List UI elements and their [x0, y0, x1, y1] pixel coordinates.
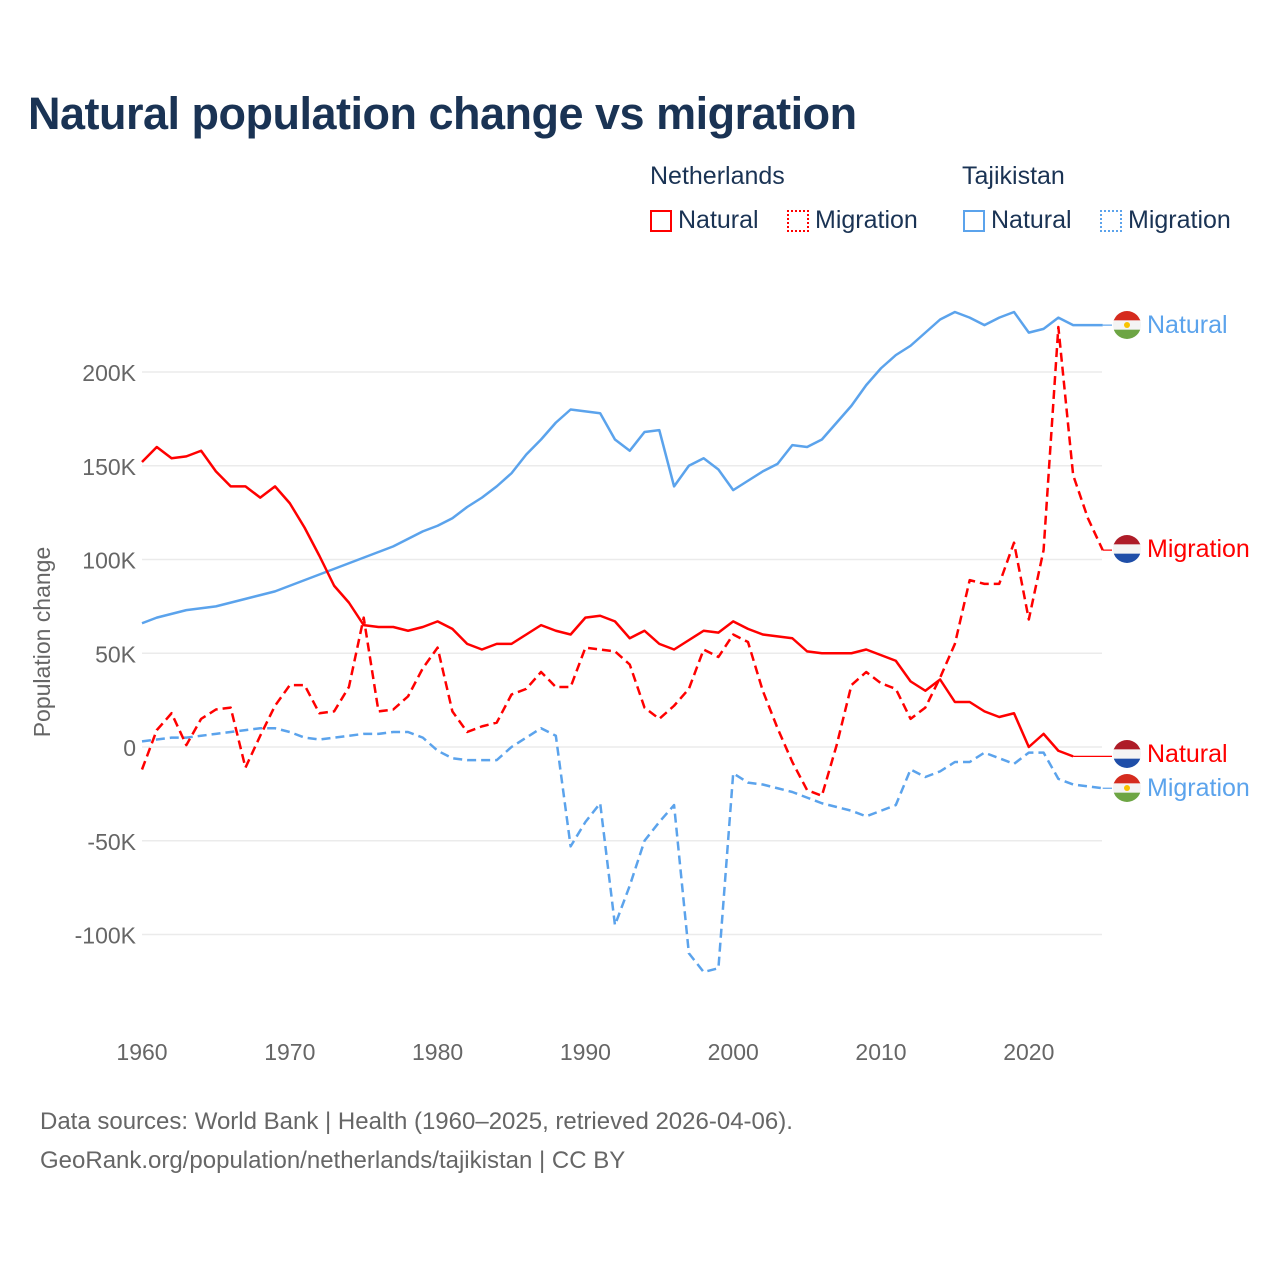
legend-label: Migration: [1128, 206, 1231, 234]
x-tick-label: 2010: [855, 1039, 906, 1065]
end-label-tajikistan-natural: Natural: [1147, 311, 1228, 339]
legend-label: Migration: [815, 206, 918, 234]
legend-swatch-dotted: [787, 209, 809, 232]
y-tick-label: 0: [123, 735, 136, 761]
legend-nl-natural[interactable]: Natural: [650, 206, 759, 235]
series-line-tajikistan-natural: [141, 310, 1103, 625]
x-tick-label: 1990: [560, 1039, 611, 1065]
tajikistan-flag-icon: [1113, 311, 1141, 339]
source-line-1: Data sources: World Bank | Health (1960–…: [40, 1108, 793, 1135]
end-label-netherlands-migration: Migration: [1147, 535, 1250, 563]
netherlands-flag-icon: [1113, 740, 1141, 768]
x-tick-label: 1970: [264, 1039, 315, 1065]
y-tick-label: -50K: [87, 829, 136, 855]
series-line-tajikistan-migration: [141, 727, 1103, 974]
legend-tj-migration[interactable]: Migration: [1100, 206, 1231, 235]
legend-group-tajikistan: Tajikistan: [962, 162, 1065, 190]
legend-nl-migration[interactable]: Migration: [787, 206, 918, 235]
x-tick-label: 2000: [708, 1039, 759, 1065]
y-tick-label: 150K: [82, 454, 136, 480]
end-label-netherlands-natural: Natural: [1147, 740, 1228, 768]
tajikistan-flag-icon: [1113, 774, 1141, 802]
series-line-netherlands-migration: [140, 325, 1104, 797]
y-tick-label: 50K: [95, 641, 137, 667]
y-tick-label: 100K: [82, 548, 136, 574]
legend-label: Natural: [991, 206, 1072, 234]
y-axis-label: Population change: [29, 547, 55, 738]
legend-label: Natural: [678, 206, 759, 234]
y-tick-label: -100K: [75, 923, 137, 949]
series-line-netherlands-natural: [141, 445, 1074, 758]
x-tick-label: 1980: [412, 1039, 463, 1065]
legend-tj-natural[interactable]: Natural: [963, 206, 1072, 235]
legend-group-netherlands: Netherlands: [650, 162, 785, 190]
x-tick-label: 2020: [1003, 1039, 1054, 1065]
y-tick-label: 200K: [82, 360, 136, 386]
netherlands-flag-icon: [1113, 535, 1141, 563]
x-tick-label: 1960: [116, 1039, 167, 1065]
legend-swatch-solid: [650, 209, 672, 232]
source-line-2[interactable]: GeoRank.org/population/netherlands/tajik…: [40, 1147, 626, 1174]
chart-title: Natural population change vs migration: [28, 88, 857, 139]
end-label-tajikistan-migration: Migration: [1147, 774, 1250, 802]
legend-swatch-solid: [963, 209, 985, 232]
legend-swatch-dotted: [1100, 209, 1122, 232]
